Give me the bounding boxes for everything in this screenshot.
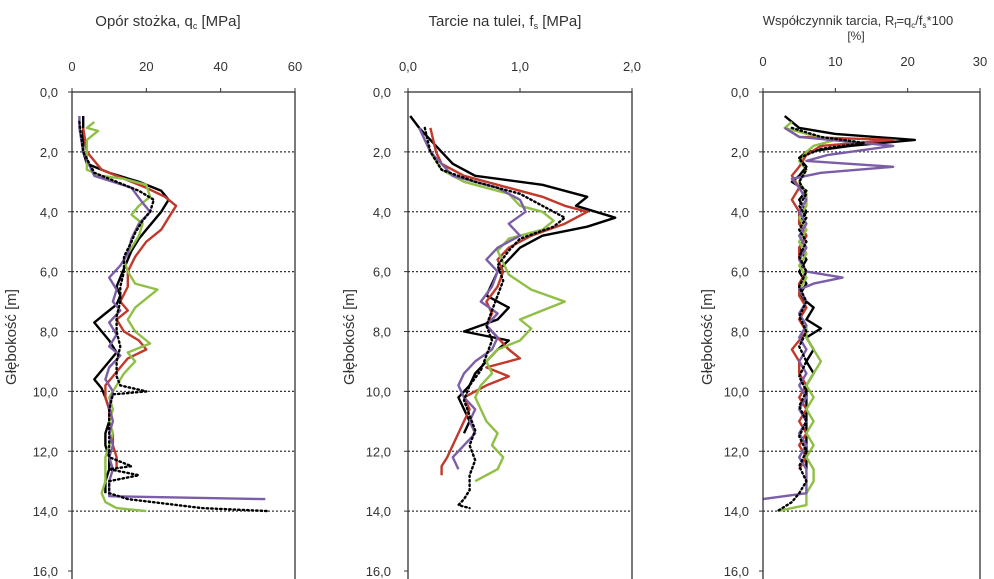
y-tick-label: 4,0: [731, 205, 749, 220]
series-line-3: [418, 127, 566, 483]
y-tick-label: 0,0: [40, 85, 58, 100]
series-line-5: [776, 126, 866, 513]
y-tick-label: 12,0: [366, 444, 391, 459]
chart-panel-3: Współczynnik tarcia, Rf=qc/fs*100[%]0 10 2…: [699, 13, 987, 579]
y-tick-label: 10,0: [366, 384, 391, 399]
chart-title: Współczynnik tarcia, Rf=qc/fs*100: [763, 13, 954, 30]
x-tick-label: 40: [213, 59, 227, 74]
series-line-5: [423, 126, 566, 510]
y-axis-label: Głębokość [m]: [3, 289, 20, 385]
x-tick-label: 0: [759, 54, 766, 69]
series-line-4: [78, 116, 266, 501]
x-tick-label: 10: [828, 54, 842, 69]
y-tick-label: 16,0: [33, 564, 58, 579]
y-tick-label: 8,0: [40, 325, 58, 340]
x-tick-label: 20: [139, 59, 153, 74]
x-tick-label: 20: [900, 54, 914, 69]
y-tick-label: 12,0: [724, 444, 749, 459]
plot-frame: [71, 91, 296, 579]
y-tick-label: 2,0: [40, 145, 58, 160]
y-tick-label: 0,0: [373, 85, 391, 100]
chart-title-subscript: s: [923, 21, 927, 30]
chart-title-part: *100: [927, 13, 954, 28]
series-line-4: [762, 126, 895, 501]
chart-title-part: Opór stożka, q: [95, 13, 193, 30]
y-tick-label: 4,0: [373, 205, 391, 220]
chart-title-subscript: f: [894, 21, 897, 30]
chart-title-subscript: s: [534, 21, 539, 31]
y-axis-label: Głębokość [m]: [699, 289, 716, 385]
y-tick-label: 4,0: [40, 205, 58, 220]
y-tick-label: 6,0: [373, 265, 391, 280]
chart-title-part: Współczynnik tarcia, R: [763, 13, 894, 28]
y-tick-label: 8,0: [731, 325, 749, 340]
y-tick-label: 10,0: [724, 384, 749, 399]
chart-title-part: =q: [896, 13, 911, 28]
chart-title-subscript: c: [193, 21, 198, 31]
x-tick-label: 0: [68, 59, 75, 74]
x-tick-label: 1,0: [511, 59, 529, 74]
x-tick-label: 60: [288, 59, 302, 74]
series-line-5: [78, 120, 271, 513]
x-tick-label: 2,0: [623, 59, 641, 74]
plot-frame: [762, 91, 981, 579]
y-tick-label: 14,0: [366, 504, 391, 519]
y-tick-label: 16,0: [366, 564, 391, 579]
y-tick-label: 12,0: [33, 444, 58, 459]
chart-title: Tarcie na tulei, fs [MPa]: [429, 13, 582, 31]
series-line-3: [85, 120, 159, 513]
y-tick-label: 2,0: [731, 145, 749, 160]
chart-title-part: [MPa]: [538, 13, 581, 30]
y-axis-label: Głębokość [m]: [341, 289, 358, 385]
chart-title-subscript: c: [911, 21, 915, 30]
y-tick-label: 6,0: [40, 265, 58, 280]
y-tick-label: 14,0: [724, 504, 749, 519]
y-tick-label: 14,0: [33, 504, 58, 519]
chart-title-part: /f: [915, 13, 923, 28]
chart-title-part: [MPa]: [197, 13, 240, 30]
y-tick-label: 2,0: [373, 145, 391, 160]
x-tick-label: 0,0: [399, 59, 417, 74]
y-tick-label: 16,0: [724, 564, 749, 579]
y-tick-label: 6,0: [731, 265, 749, 280]
chart-panel-1: Opór stożka, qc [MPa] 0 20 40 60 0,0 2,0 4,0 6,0…: [3, 13, 302, 579]
chart-panel-2: Tarcie na tulei, fs [MPa] 0,0 1,0 2,0 0,0 2,0…: [341, 13, 641, 579]
x-tick-label: 30: [973, 54, 987, 69]
chart-title-part: Tarcie na tulei, f: [429, 13, 535, 30]
y-tick-label: 8,0: [373, 325, 391, 340]
chart-title: Opór stożka, qc [MPa]: [95, 13, 240, 31]
y-tick-label: 0,0: [731, 85, 749, 100]
y-tick-label: 10,0: [33, 384, 58, 399]
chart-title-line2: [%]: [847, 29, 864, 43]
